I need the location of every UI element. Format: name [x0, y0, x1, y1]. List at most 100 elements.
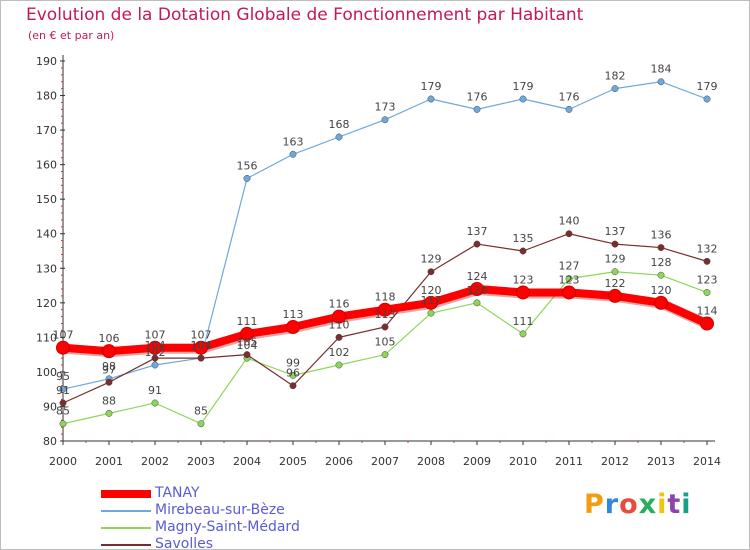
data-point [470, 282, 484, 296]
data-point [565, 230, 573, 238]
y-tick-label: 110 [36, 331, 57, 344]
legend: TANAY Mirebeau-sur-Bèze Magny-Saint-Médard… [101, 485, 401, 550]
logo-letter: i [681, 489, 692, 520]
data-label: 135 [513, 232, 534, 245]
data-label: 179 [513, 80, 534, 93]
data-label: 104 [191, 339, 212, 352]
data-point [473, 240, 481, 248]
data-point [519, 247, 527, 255]
data-point [286, 320, 300, 334]
data-point [56, 340, 70, 355]
data-label: 129 [605, 253, 626, 266]
data-point [611, 268, 619, 276]
data-label: 184 [651, 63, 672, 76]
y-tick-label: 100 [36, 366, 57, 379]
data-point [427, 309, 435, 317]
data-label: 106 [99, 332, 120, 345]
data-label: 122 [605, 277, 626, 290]
legend-swatch [101, 544, 151, 546]
data-point [335, 133, 343, 141]
y-tick-label: 160 [36, 159, 57, 172]
x-tick-label: 2003 [187, 455, 215, 468]
x-tick-label: 2007 [371, 455, 399, 468]
data-label: 168 [329, 118, 350, 131]
data-point [59, 399, 67, 407]
data-point [197, 354, 205, 362]
data-label: 113 [375, 308, 396, 321]
data-point [105, 378, 113, 386]
data-label: 113 [283, 308, 304, 321]
data-point [611, 240, 619, 248]
data-point [289, 371, 297, 379]
data-label: 98 [102, 360, 116, 373]
logo-letter: i [657, 489, 668, 520]
legend-swatch [101, 490, 151, 498]
data-label: 114 [697, 305, 718, 318]
data-label: 110 [329, 318, 350, 331]
x-tick-label: 2009 [463, 455, 491, 468]
data-point [427, 95, 435, 103]
data-label: 104 [237, 339, 258, 352]
data-label: 85 [194, 405, 208, 418]
data-label: 105 [237, 336, 258, 349]
y-tick-label: 130 [36, 262, 57, 275]
data-point [151, 361, 159, 369]
data-point [378, 302, 392, 317]
legend-item: Savolles [101, 536, 401, 550]
data-point [562, 285, 576, 300]
y-tick-label: 180 [36, 90, 57, 103]
data-point [565, 105, 573, 113]
data-point [194, 340, 208, 355]
data-point [703, 95, 711, 103]
data-point [516, 285, 530, 300]
y-tick-label: 150 [36, 193, 57, 206]
data-label: 88 [102, 394, 116, 407]
data-point [151, 399, 159, 407]
data-label: 163 [283, 135, 304, 148]
data-point [335, 333, 343, 341]
y-tick-label: 140 [36, 228, 57, 241]
x-tick-label: 2013 [647, 455, 675, 468]
data-point [565, 275, 573, 283]
data-point [243, 175, 251, 182]
x-tick-label: 2011 [555, 455, 583, 468]
data-label: 102 [329, 346, 350, 359]
logo-letter: P [584, 489, 605, 520]
data-point [243, 351, 251, 359]
data-label: 120 [467, 284, 488, 297]
data-point [240, 326, 254, 341]
data-label: 104 [191, 339, 212, 352]
data-point [381, 116, 389, 124]
data-label: 132 [697, 242, 718, 255]
data-point [700, 316, 714, 331]
data-point [654, 295, 668, 310]
data-point [473, 105, 481, 113]
legend-item: Magny-Saint-Médard [101, 519, 401, 536]
data-label: 117 [421, 294, 442, 307]
logo-letter: r [604, 489, 620, 520]
data-label: 128 [651, 256, 672, 269]
data-point [289, 150, 297, 158]
data-label: 97 [102, 363, 116, 376]
x-tick-label: 2012 [601, 455, 629, 468]
x-tick-label: 2001 [95, 455, 123, 468]
x-tick-label: 2010 [509, 455, 537, 468]
data-point [102, 344, 116, 359]
data-point [703, 289, 711, 296]
data-label: 182 [605, 70, 626, 83]
data-label: 111 [513, 315, 534, 328]
y-tick-label: 80 [43, 435, 57, 448]
data-point [703, 257, 711, 265]
data-label: 123 [559, 273, 580, 286]
data-point [197, 420, 205, 428]
data-label: 123 [697, 273, 718, 286]
y-tick-label: 90 [43, 400, 57, 413]
data-label: 104 [145, 339, 166, 352]
data-point [424, 295, 438, 310]
legend-item: Mirebeau-sur-Bèze [101, 502, 401, 519]
data-label: 120 [421, 284, 442, 297]
data-label: 140 [559, 215, 580, 228]
data-label: 99 [286, 356, 300, 369]
legend-label: Savolles [155, 536, 214, 550]
data-label: 129 [421, 253, 442, 266]
